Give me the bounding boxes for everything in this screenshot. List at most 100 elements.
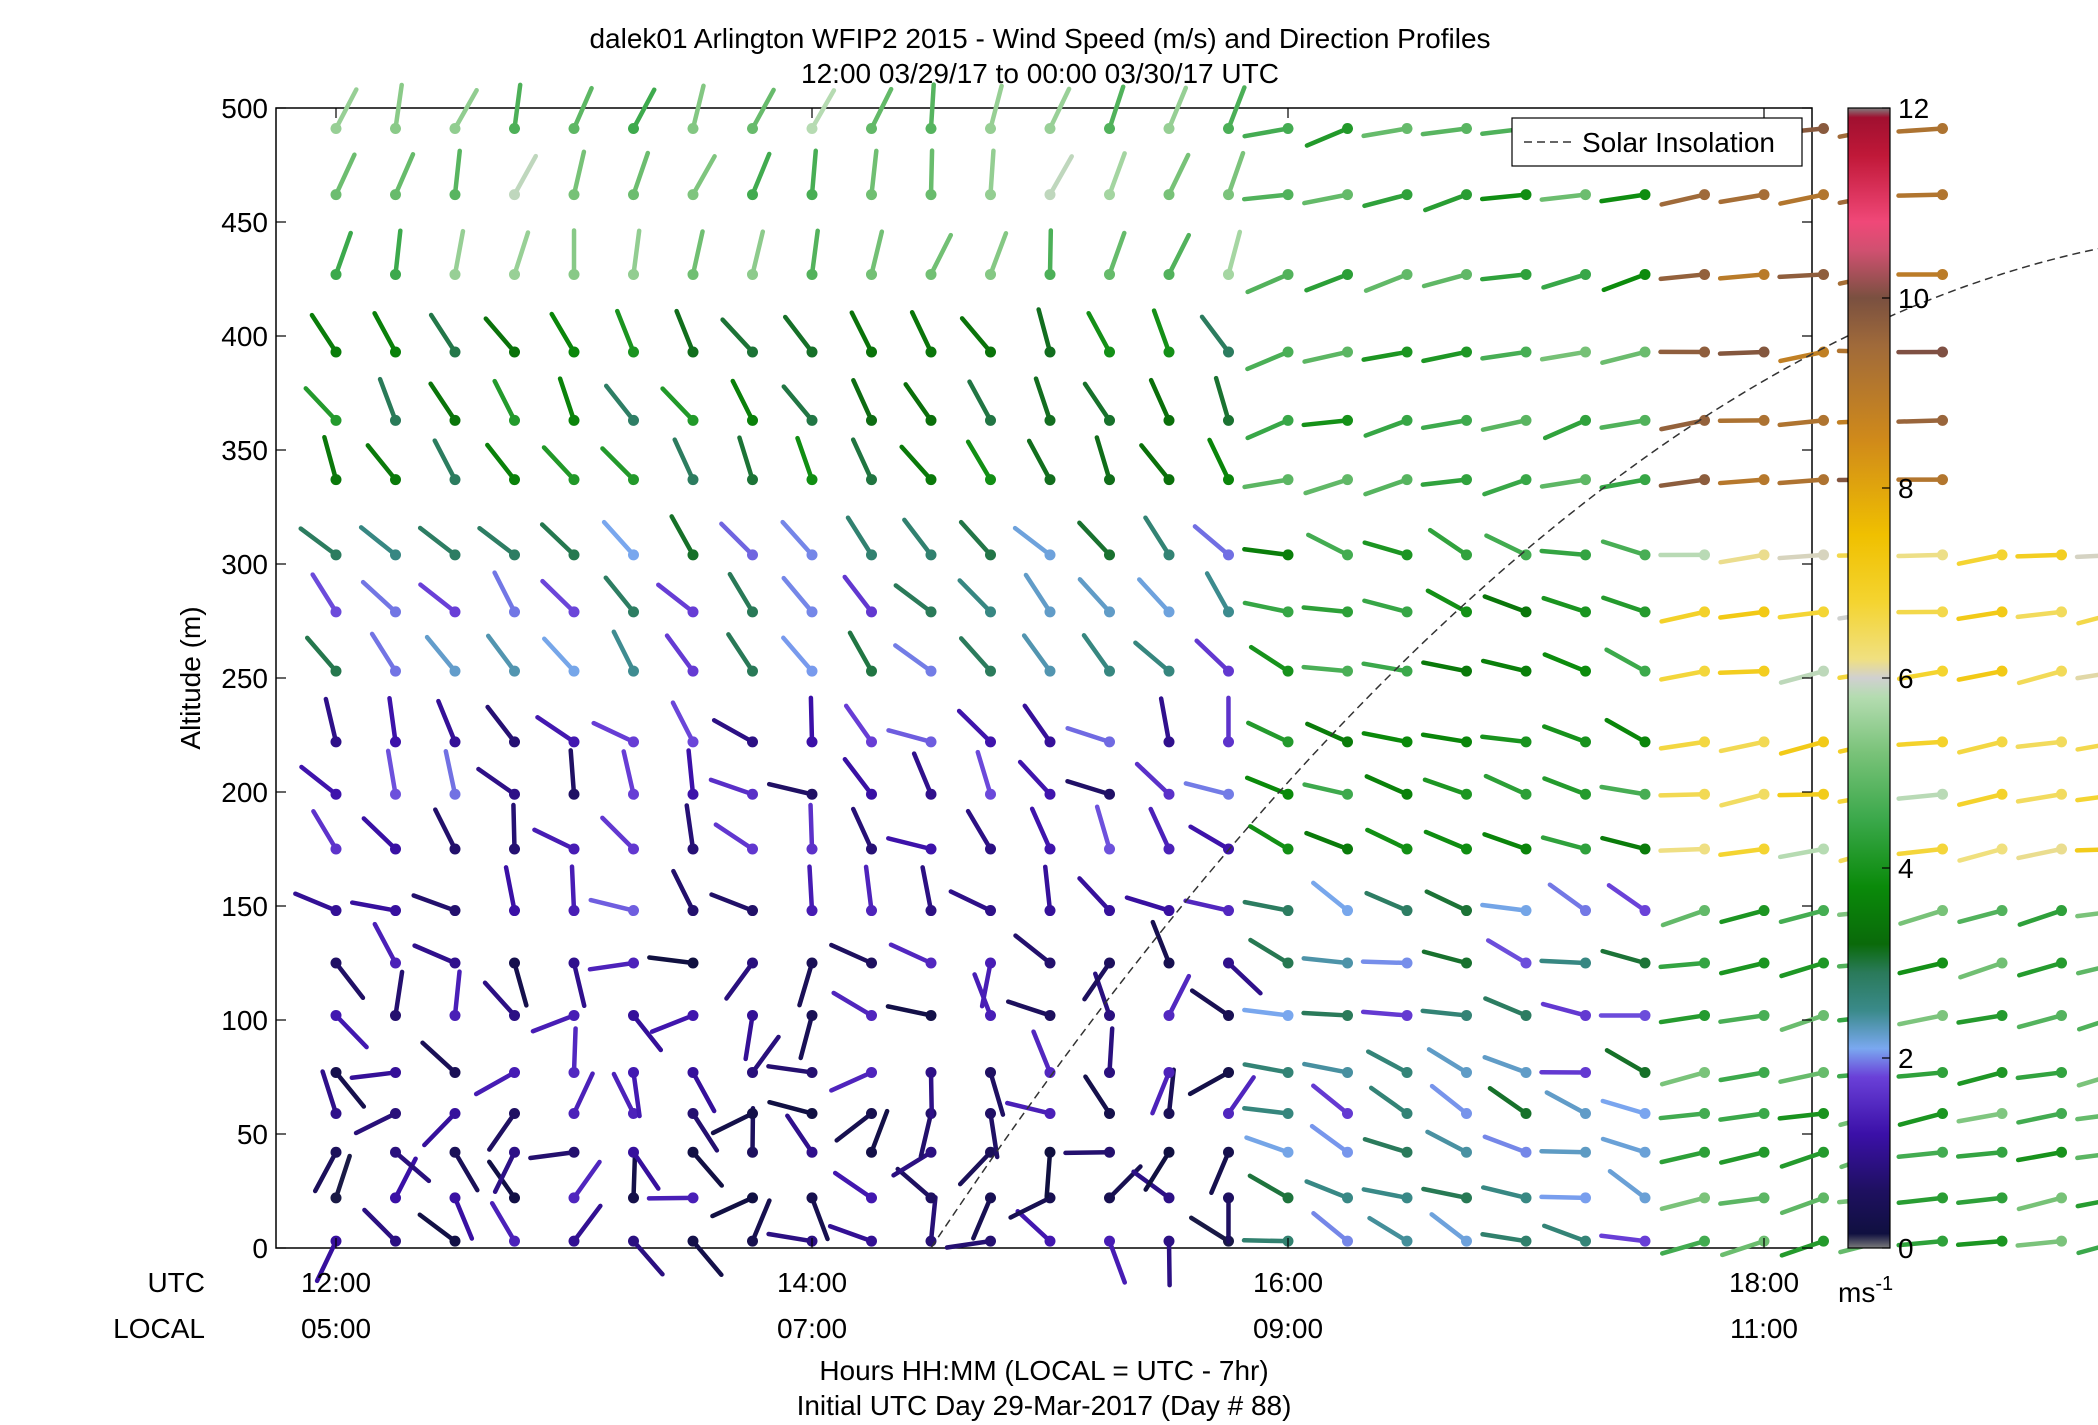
wind-barb [449,1192,475,1241]
wind-barb [1896,606,1948,618]
wind-barb [1365,827,1413,855]
wind-barb [1778,665,1829,685]
wind-barb [1420,1008,1472,1021]
x-tick-label-utc: 16:00 [1253,1267,1323,1298]
wind-barb [418,582,461,618]
wind-barb [1898,905,1948,926]
wind-barb [1150,1066,1175,1116]
wind-barb [1421,346,1472,364]
wind-barb [1718,957,1770,976]
wind-barb [372,310,401,358]
wind-barb [1604,647,1651,677]
wind-barb [1143,515,1175,561]
wind-barb [362,1207,401,1247]
wind-barb [1420,123,1472,137]
wind-barb [1036,307,1056,358]
wind-barb [549,311,580,358]
wind-barb [1599,784,1651,800]
wind-barb [1065,725,1115,748]
wind-barb [1423,829,1472,855]
wind-barb [687,1107,720,1153]
wind-barb [1896,1066,1948,1079]
wind-barb [967,379,996,426]
wind-barb [1421,1186,1472,1204]
wind-barb [1424,889,1472,917]
wind-barb [2075,1199,2098,1209]
wind-barb [747,87,776,135]
wind-barb [1777,788,1829,800]
wind-barb [2016,665,2067,686]
wind-barb [1480,346,1532,361]
wind-barb [708,777,758,800]
wind-barb [1204,571,1234,618]
wind-barb [1896,736,1948,748]
wind-barb [2074,553,2098,560]
wind-barb [311,809,342,855]
wind-barb [492,378,520,426]
wind-barb [1425,1129,1472,1158]
x-tick-label-utc: 12:00 [301,1267,371,1298]
wind-barb [1421,660,1472,677]
wind-barb [1956,1107,2008,1124]
wind-barb [1104,1235,1127,1285]
wind-barb [1163,1235,1175,1288]
wind-barb [1600,346,1651,365]
wind-barb [2016,1107,2067,1125]
wind-barb [1777,606,1829,620]
wind-barb [1311,880,1353,917]
y-tick-label: 500 [221,93,268,124]
wind-barb [1896,414,1948,426]
wind-barb [330,957,366,1001]
wind-barb [866,86,894,135]
wind-barb [1955,1235,2008,1248]
wind-barb [1420,474,1472,487]
wind-barb [1717,665,1770,677]
wind-barb [360,579,401,618]
wind-barb [1777,1107,1829,1121]
wind-barb [1777,414,1829,428]
wind-barb [1896,549,1948,561]
wind-barb [540,578,580,618]
wind-barb [1426,1047,1472,1078]
wind-barb [1302,1061,1353,1078]
wind-barb [1897,957,1948,976]
wind-barb [1480,268,1532,282]
wind-barb [1896,268,1948,280]
wind-barb [1302,189,1353,206]
wind-barb [568,1159,602,1204]
wind-barb [539,522,580,561]
wind-barb [628,150,651,201]
wind-barb [1957,905,2008,925]
y-tick-label: 200 [221,777,268,808]
wind-barb [477,525,520,561]
wind-barb [985,148,996,201]
wind-barb [1718,736,1770,754]
wind-barb [985,1107,1000,1160]
wind-barb [1541,595,1591,618]
colorbar-tick-label: 8 [1898,473,1914,504]
wind-barb [1599,474,1651,490]
wind-barb [1539,474,1591,489]
wind-barb [1242,600,1294,618]
wind-barb [390,152,416,201]
axes: 0 50 100 150 200 250 300 350 400 450 500 12:00 05:00… [221,93,1812,1344]
wind-barb [1302,346,1353,364]
wind-barb [485,704,520,748]
wind-barb [1896,1192,1948,1206]
wind-barb [1363,268,1413,293]
wind-barb [1013,933,1056,969]
wind-barb [568,748,580,800]
wind-barb [1223,150,1246,201]
wind-barb [849,310,877,358]
wind-barb [1104,84,1126,135]
wind-barb [1957,843,2008,863]
wind-barb [1480,734,1532,748]
wind-barb [449,228,466,280]
wind-barb [2016,957,2067,978]
y-tick-label: 300 [221,549,268,580]
wind-barb [1362,189,1413,209]
chart-subtitle: 12:00 03/29/17 to 00:00 03/30/17 UTC [801,58,1279,89]
wind-barb [1717,414,1770,426]
wind-barb [1361,731,1413,748]
wind-barb [2016,1009,2067,1030]
